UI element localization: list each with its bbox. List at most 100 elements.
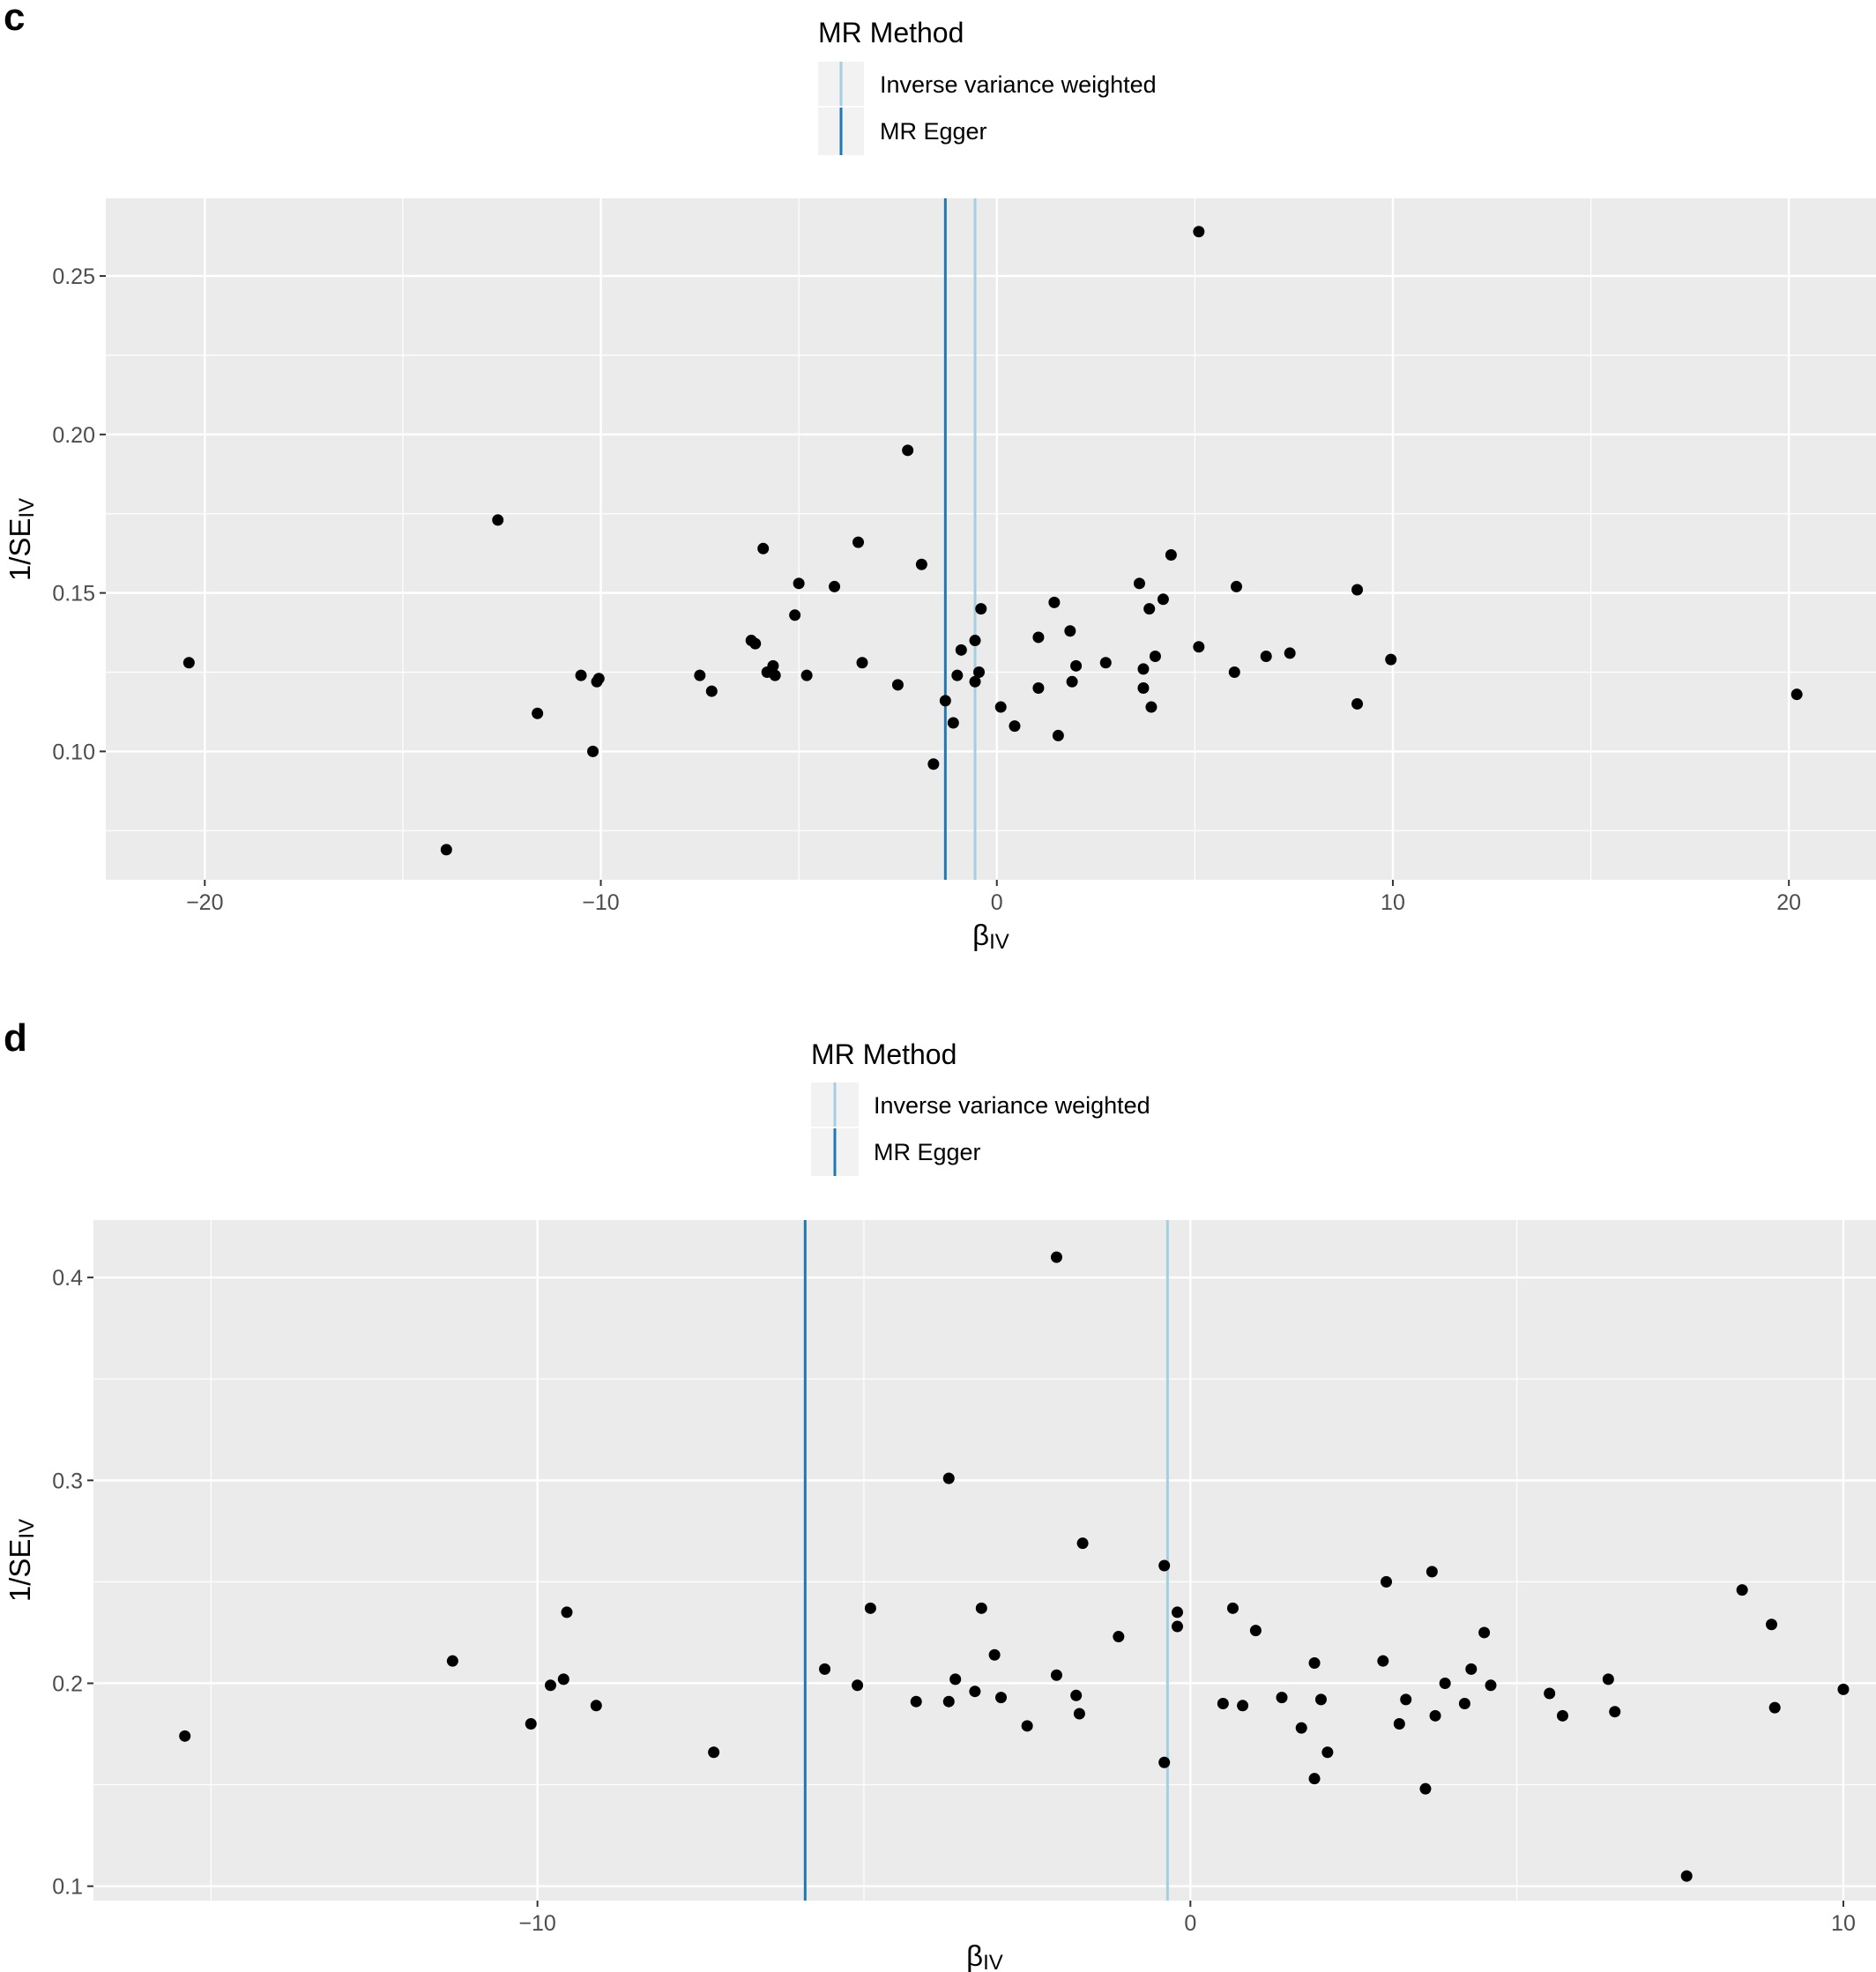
data-point [915, 558, 927, 570]
panel-c-legend-title: MR Method [818, 17, 964, 48]
data-point [1321, 1746, 1334, 1759]
panel-c-legend-label-ivw: Inverse variance weighted [880, 71, 1157, 98]
panel-d-minor-grid [93, 1220, 1876, 1901]
panel-c-x-axis: −20 −10 0 10 20 [186, 880, 1801, 915]
panel-d-legend-label-egger: MR Egger [874, 1139, 981, 1165]
panel-c-legend-label-egger: MR Egger [880, 118, 987, 145]
data-point [705, 685, 718, 697]
x-tick-label: 0 [991, 890, 1003, 915]
data-point [1351, 584, 1364, 596]
panel-d-method-lines [803, 1220, 1169, 1901]
data-point [1231, 580, 1243, 592]
data-point [769, 669, 781, 681]
data-point [800, 669, 813, 681]
data-point [767, 659, 779, 672]
data-point [1790, 688, 1803, 701]
data-point [1228, 666, 1240, 679]
panel-c-major-grid [106, 198, 1876, 880]
data-point [492, 514, 504, 526]
data-point [757, 542, 770, 554]
data-point [1064, 625, 1076, 637]
panel-d-legend: MR Method Inverse variance weighted MR E… [811, 1038, 1150, 1176]
panel-d-plot-area [93, 1220, 1876, 1901]
data-point [1237, 1700, 1249, 1712]
y-tick-label: 0.2 [52, 1671, 83, 1696]
data-point [1143, 603, 1156, 615]
data-point [1458, 1698, 1470, 1710]
data-point [969, 675, 981, 688]
panel-c-y-axis: 0.10 0.15 0.20 0.25 [52, 264, 106, 764]
data-point [1439, 1677, 1451, 1689]
data-point [1837, 1683, 1850, 1695]
panel-c-minor-grid [106, 198, 1876, 880]
x-tick-label: 0 [1184, 1911, 1196, 1936]
data-point [1137, 663, 1150, 675]
data-point [1544, 1687, 1556, 1700]
data-point [1385, 653, 1397, 666]
data-point [951, 669, 964, 681]
data-point [969, 1686, 981, 1698]
data-point [592, 673, 605, 685]
x-tick-label: −10 [582, 890, 619, 915]
data-point [182, 657, 195, 669]
data-point [525, 1718, 537, 1730]
data-point [1145, 701, 1158, 713]
data-point [1485, 1679, 1497, 1692]
data-point [1070, 659, 1083, 672]
data-point [852, 536, 865, 548]
y-tick-label: 0.20 [52, 423, 95, 448]
data-point [1308, 1656, 1321, 1669]
data-point [995, 1692, 1008, 1704]
data-point [969, 635, 981, 647]
data-point [1149, 651, 1161, 663]
data-point [988, 1648, 1001, 1661]
y-tick-label: 0.10 [52, 740, 95, 764]
panel-c: c MR Method Inverse variance weighted MR… [4, 0, 1876, 954]
data-point [1429, 1709, 1441, 1722]
data-point [856, 657, 868, 669]
data-point [1032, 631, 1045, 644]
data-point [1284, 647, 1296, 659]
panel-c-letter: c [4, 0, 25, 39]
data-point [891, 679, 904, 691]
panel-d-x-axis-title-sub: IV [983, 1951, 1003, 1972]
data-point [561, 1606, 573, 1619]
data-point [793, 577, 805, 590]
data-point [955, 644, 967, 656]
data-point [829, 580, 841, 592]
data-point [1158, 1559, 1171, 1572]
data-point [1260, 651, 1272, 663]
panel-c-plot-area [106, 198, 1876, 880]
data-point [1465, 1663, 1478, 1675]
data-point [949, 1673, 962, 1686]
data-point [532, 707, 544, 719]
data-point [446, 1655, 458, 1667]
x-tick-label: 20 [1776, 890, 1801, 915]
data-point [1308, 1773, 1321, 1785]
panel-c-x-axis-title-main: β [972, 919, 989, 951]
data-point [1680, 1870, 1693, 1882]
x-tick-label: 10 [1831, 1911, 1856, 1936]
panel-d-x-axis: −10 0 10 [518, 1901, 1856, 1936]
data-point [1217, 1698, 1229, 1710]
panel-d-y-axis: 0.1 0.2 0.3 0.4 [52, 1266, 93, 1900]
data-point [927, 758, 940, 770]
panel-d-y-axis-title-main: 1/SE [4, 1539, 36, 1603]
data-point [590, 1700, 602, 1712]
data-point [694, 669, 706, 681]
panel-d: d MR Method Inverse variance weighted MR… [4, 1016, 1876, 1972]
data-point [1478, 1626, 1491, 1639]
panel-d-major-grid [93, 1220, 1876, 1901]
data-point [939, 695, 951, 707]
panel-c-method-lines [943, 198, 977, 880]
data-point [1351, 697, 1364, 710]
data-point [789, 609, 801, 621]
panel-d-x-axis-title-main: β [966, 1939, 983, 1972]
data-point [902, 444, 914, 457]
data-point [1171, 1606, 1183, 1619]
panel-c-points [182, 226, 1803, 856]
data-point [1295, 1722, 1307, 1734]
data-point [1765, 1619, 1777, 1631]
data-point [1193, 641, 1205, 653]
data-point [1165, 548, 1177, 561]
